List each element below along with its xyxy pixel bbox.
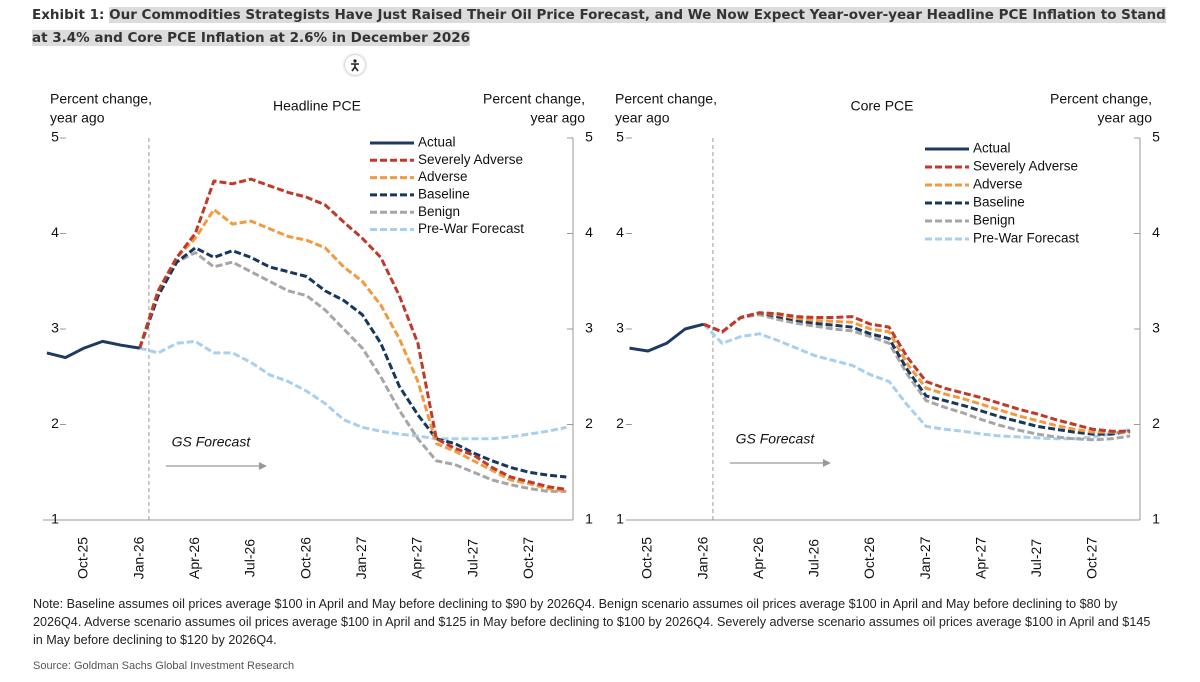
y-axis-label: Percent change,	[615, 91, 717, 107]
legend-label: Pre-War Forecast	[418, 221, 524, 236]
charts: Headline PCE Percent change, year ago Perce…	[43, 91, 1160, 579]
annotation: GS Forecast	[736, 431, 816, 447]
y2-tick-label: 2	[585, 415, 593, 431]
chart-title: Headline PCE	[273, 98, 361, 114]
y-tick-label: 3	[616, 320, 624, 336]
y-tick-label: 2	[51, 415, 59, 431]
y-tick-label: 5	[616, 129, 624, 145]
x-tick-label: Jan-26	[694, 536, 710, 579]
x-tick-label: Oct-27	[520, 537, 536, 579]
x-tick-label: Jul-27	[464, 539, 480, 577]
y2-tick-label: 4	[585, 224, 593, 240]
y-axis-label: year ago	[50, 110, 105, 126]
y-tick-label: 4	[51, 224, 59, 240]
x-tick-label: Jan-27	[353, 536, 369, 579]
exhibit-title: Our Commodities Strategists Have Just Ra…	[32, 7, 1166, 46]
y2-tick-label: 3	[1152, 320, 1160, 336]
x-tick-label: Oct-26	[861, 537, 877, 579]
y-axis-label: Percent change,	[50, 91, 152, 107]
y2-tick-label: 3	[585, 320, 593, 336]
x-tick-label: Jul-26	[806, 539, 822, 577]
x-tick-label: Jan-26	[130, 536, 146, 579]
x-tick-label: Oct-25	[75, 537, 91, 579]
legend-label: Actual	[973, 141, 1011, 156]
icon-glyph	[351, 59, 359, 72]
series-line	[139, 339, 567, 441]
y2-axis-label: Percent change,	[483, 91, 585, 107]
legend-label: Actual	[418, 135, 456, 150]
series-line	[138, 246, 567, 479]
y-tick-label: 4	[616, 224, 624, 240]
legend-label: Benign	[418, 204, 460, 219]
legend-label: Baseline	[418, 186, 470, 201]
series-line	[703, 311, 1131, 436]
series-line	[138, 208, 567, 493]
y-axis-label: year ago	[615, 110, 670, 126]
chart-title: Core PCE	[850, 98, 913, 114]
series-line	[703, 311, 1131, 433]
y2-tick-label: 5	[585, 129, 593, 145]
legend-label: Severely Adverse	[418, 152, 523, 167]
series-line	[138, 177, 567, 491]
y2-tick-label: 1	[585, 511, 593, 527]
x-tick-label: Jan-27	[917, 536, 933, 579]
x-tick-label: Oct-26	[297, 537, 313, 579]
x-tick-label: Apr-26	[750, 537, 766, 579]
series-line	[703, 311, 1131, 434]
x-tick-label: Jul-27	[1028, 539, 1044, 577]
annotation-arrowhead	[258, 462, 267, 470]
source: Source: Goldman Sachs Global Investment …	[33, 660, 295, 672]
exhibit-label: Exhibit 1:	[32, 7, 105, 23]
y-tick-label: 2	[616, 415, 624, 431]
legend-label: Severely Adverse	[973, 159, 1078, 174]
legend-label: Benign	[973, 213, 1015, 228]
accessibility-icon[interactable]	[345, 55, 365, 75]
y2-axis-label: Percent change,	[1050, 91, 1152, 107]
y-tick-label: 1	[616, 511, 624, 527]
y2-axis-label: year ago	[531, 110, 586, 126]
legend-label: Adverse	[418, 169, 468, 184]
legend-label: Pre-War Forecast	[973, 231, 1079, 246]
y-tick-label: 5	[51, 129, 59, 145]
legend-label: Adverse	[973, 177, 1023, 192]
y2-tick-label: 1	[1152, 511, 1160, 527]
x-tick-label: Jul-26	[242, 539, 258, 577]
y2-tick-label: 4	[1152, 224, 1160, 240]
y-tick-label: 1	[51, 511, 59, 527]
annotation: GS Forecast	[172, 434, 252, 450]
y2-tick-label: 5	[1152, 129, 1160, 145]
x-tick-label: Apr-26	[186, 537, 202, 579]
series-line	[629, 322, 705, 353]
annotation-arrowhead	[822, 459, 831, 467]
series-line	[46, 339, 140, 360]
x-tick-label: Apr-27	[409, 537, 425, 579]
series-line	[138, 251, 567, 493]
y2-tick-label: 2	[1152, 415, 1160, 431]
x-tick-label: Apr-27	[972, 537, 988, 579]
series-line	[702, 323, 1131, 441]
x-tick-label: Oct-27	[1084, 537, 1100, 579]
series-line	[703, 313, 1131, 442]
note: Note: Baseline assumes oil prices averag…	[33, 597, 1151, 647]
legend-label: Baseline	[973, 195, 1025, 210]
y2-axis-label: year ago	[1098, 110, 1153, 126]
y-tick-label: 3	[51, 320, 59, 336]
header: Exhibit 1: Our Commodities Strategists H…	[32, 4, 1172, 50]
x-tick-label: Oct-25	[639, 537, 655, 579]
